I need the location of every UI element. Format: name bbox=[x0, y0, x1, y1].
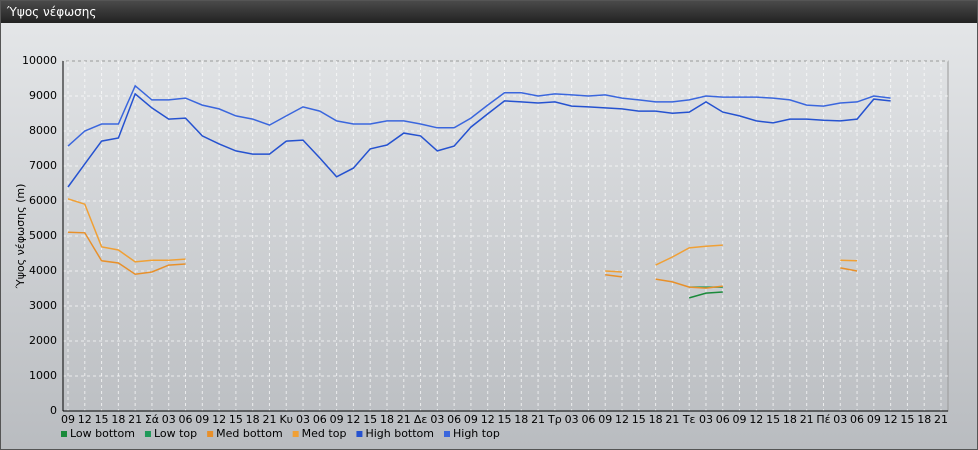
legend-swatch bbox=[444, 431, 450, 437]
x-tick-label: 09 bbox=[867, 413, 881, 426]
y-tick-label: 0 bbox=[50, 404, 57, 417]
series-line bbox=[67, 231, 858, 289]
y-tick-label: 3000 bbox=[29, 299, 57, 312]
x-tick-label: 09 bbox=[733, 413, 747, 426]
x-tick-label: 21 bbox=[531, 413, 545, 426]
x-tick-label: 15 bbox=[766, 413, 780, 426]
x-tick-label: Κυ bbox=[279, 413, 293, 426]
x-tick-label: 06 bbox=[179, 413, 193, 426]
y-tick-label: 6000 bbox=[29, 194, 57, 207]
x-tick-label: 15 bbox=[229, 413, 243, 426]
panel-title: Ύψος νέφωσης bbox=[1, 1, 977, 23]
y-tick-label: 4000 bbox=[29, 264, 57, 277]
x-tick-label: 12 bbox=[884, 413, 898, 426]
legend-label: Low bottom bbox=[70, 427, 135, 440]
series-line bbox=[67, 198, 858, 273]
x-tick-label: 21 bbox=[800, 413, 814, 426]
x-tick-label: 15 bbox=[498, 413, 512, 426]
x-tick-label: 18 bbox=[246, 413, 260, 426]
x-tick-label: 12 bbox=[749, 413, 763, 426]
x-tick-label: 21 bbox=[665, 413, 679, 426]
x-tick-label: Πέ bbox=[816, 413, 830, 426]
x-tick-label: 03 bbox=[430, 413, 444, 426]
x-tick-label: 12 bbox=[615, 413, 629, 426]
x-tick-label: 15 bbox=[95, 413, 109, 426]
x-tick-label: 21 bbox=[262, 413, 276, 426]
x-tick-label: 15 bbox=[900, 413, 914, 426]
series-line bbox=[67, 92, 891, 188]
series-line bbox=[688, 291, 723, 299]
x-tick-label: Τε bbox=[682, 413, 696, 426]
y-tick-label: 2000 bbox=[29, 334, 57, 347]
x-tick-label: 03 bbox=[833, 413, 847, 426]
legend-swatch bbox=[356, 431, 363, 437]
x-tick-label: 18 bbox=[380, 413, 394, 426]
legend-label: Low top bbox=[154, 427, 197, 440]
x-tick-label: Σά bbox=[145, 413, 159, 426]
x-tick-label: Δε bbox=[414, 413, 428, 426]
x-tick-label: 15 bbox=[632, 413, 646, 426]
legend-swatch bbox=[144, 431, 151, 437]
y-tick-label: 8000 bbox=[29, 124, 57, 137]
y-tick-label: 10000 bbox=[22, 54, 57, 67]
x-tick-label: Τρ bbox=[547, 413, 562, 426]
x-tick-label: 21 bbox=[397, 413, 411, 426]
legend-label: High bottom bbox=[365, 427, 434, 440]
x-tick-label: 03 bbox=[296, 413, 310, 426]
x-tick-label: 18 bbox=[917, 413, 931, 426]
legend-label: Med bottom bbox=[216, 427, 283, 440]
x-tick-label: 06 bbox=[581, 413, 595, 426]
legend-swatch bbox=[207, 431, 214, 437]
x-tick-label: 12 bbox=[481, 413, 495, 426]
x-tick-label: 06 bbox=[716, 413, 730, 426]
y-tick-label: 7000 bbox=[29, 159, 57, 172]
x-tick-label: 12 bbox=[78, 413, 92, 426]
x-tick-label: 06 bbox=[447, 413, 461, 426]
x-tick-label: 03 bbox=[699, 413, 713, 426]
x-tick-label: 12 bbox=[212, 413, 226, 426]
x-tick-label: 12 bbox=[346, 413, 360, 426]
x-tick-label: 21 bbox=[128, 413, 142, 426]
x-tick-label: 09 bbox=[464, 413, 478, 426]
x-tick-label: 06 bbox=[313, 413, 327, 426]
chart: 0 1000 2000 3000 4000 5000 6000 7000 8000 9000 100… bbox=[14, 54, 949, 440]
x-tick-label: 18 bbox=[514, 413, 528, 426]
legend-swatch bbox=[292, 431, 299, 437]
x-tick-label: 06 bbox=[850, 413, 864, 426]
x-tick-label: 09 bbox=[330, 413, 344, 426]
x-tick-label: 18 bbox=[649, 413, 663, 426]
series-line bbox=[67, 84, 891, 147]
x-tick-label: 18 bbox=[111, 413, 125, 426]
y-axis-label: Ύψος νέφωσης (m) bbox=[14, 184, 27, 290]
x-tick-label: 09 bbox=[61, 413, 75, 426]
x-tick-label: 03 bbox=[162, 413, 176, 426]
y-tick-label: 9000 bbox=[29, 89, 57, 102]
legend-label: High top bbox=[453, 427, 500, 440]
legend-label: Med top bbox=[302, 427, 347, 440]
x-tick-label: 09 bbox=[598, 413, 612, 426]
y-tick-label: 5000 bbox=[29, 229, 57, 242]
legend-swatch bbox=[61, 431, 67, 437]
x-tick-label: 09 bbox=[195, 413, 209, 426]
x-tick-label: 15 bbox=[363, 413, 377, 426]
x-tick-label: 21 bbox=[934, 413, 948, 426]
y-tick-label: 1000 bbox=[29, 369, 57, 382]
x-tick-label: 03 bbox=[565, 413, 579, 426]
x-tick-label: 18 bbox=[783, 413, 797, 426]
